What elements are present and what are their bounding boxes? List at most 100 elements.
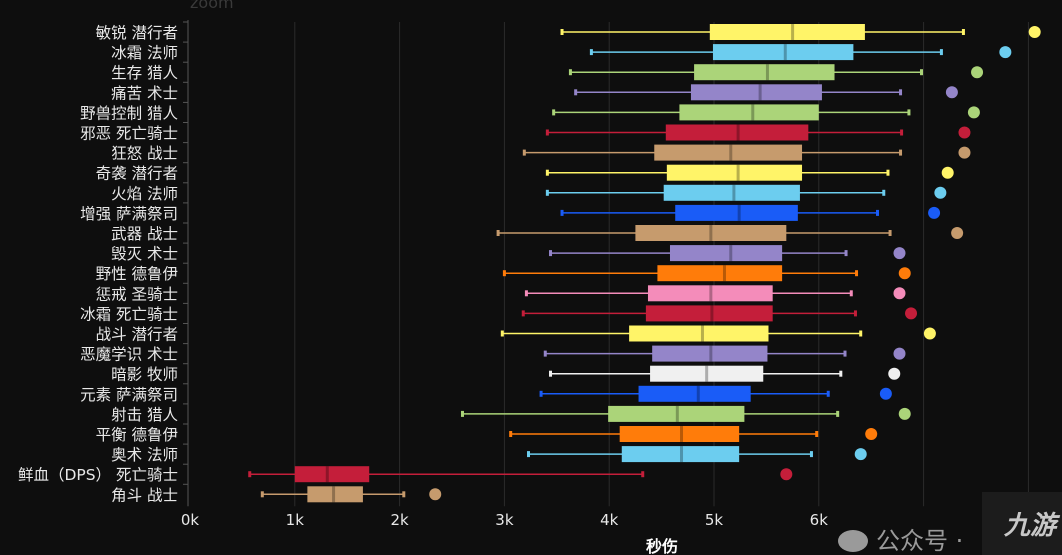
box-iqr — [621, 446, 740, 463]
whisker-min-cap — [545, 169, 549, 176]
box-iqr — [665, 124, 809, 141]
outlier-point — [951, 227, 964, 239]
whisker-min-cap — [460, 410, 464, 417]
box-7 — [545, 164, 954, 181]
box-iqr — [709, 24, 865, 40]
whisker-max-cap — [836, 410, 840, 417]
box-11 — [549, 245, 906, 262]
y-tick-label: 痛苦 术士 — [111, 84, 178, 102]
median-line — [680, 426, 684, 442]
whisker-min-cap — [568, 69, 572, 76]
whisker-max-cap — [844, 250, 848, 257]
y-tick-label: 邪恶 死亡骑士 — [80, 125, 178, 143]
whisker-min-cap — [509, 431, 513, 437]
outlier-point — [928, 206, 941, 219]
box-iqr — [654, 144, 803, 161]
whisker-max-cap — [849, 290, 853, 297]
x-tick-label: 2k — [390, 511, 409, 529]
median-line — [696, 385, 700, 402]
x-tick-label: 0k — [181, 511, 200, 529]
box-iqr — [669, 245, 783, 262]
whisker-min-cap — [539, 390, 543, 397]
y-tick-label: 敏锐 潜行者 — [96, 24, 178, 42]
y-tick-label: 武器 战士 — [111, 225, 178, 243]
x-tick-label: 1k — [286, 511, 305, 529]
median-line — [332, 486, 336, 503]
whisker-max-cap — [809, 451, 813, 458]
whisker-max-cap — [815, 431, 819, 437]
x-tick-label: 3k — [495, 511, 514, 529]
y-tick-label: 生存 猎人 — [111, 64, 178, 82]
median-line — [758, 84, 762, 101]
whisker-max-cap — [939, 49, 943, 56]
outlier-point — [905, 307, 918, 320]
y-tick-label: 增强 萨满祭司 — [80, 205, 178, 223]
box-iqr — [679, 104, 819, 121]
whisker-min-cap — [500, 330, 504, 337]
box-20 — [509, 426, 878, 442]
median-line — [709, 285, 713, 302]
y-tick-label: 暗影 牧师 — [111, 366, 178, 384]
box-8 — [545, 184, 947, 201]
box-iqr — [638, 385, 751, 402]
y-tick-label: 火焰 法师 — [111, 185, 178, 203]
outlier-point — [958, 126, 971, 139]
outlier-point — [999, 46, 1012, 59]
y-tick-label: 狂怒 战士 — [111, 145, 178, 163]
box-17 — [549, 365, 901, 382]
x-tick-label: 6k — [810, 511, 829, 529]
box-10 — [496, 225, 964, 241]
box-3 — [574, 84, 958, 101]
outlier-point — [945, 86, 958, 99]
outlier-point — [879, 387, 892, 400]
median-line — [765, 64, 769, 81]
y-tick-label: 战斗 潜行者 — [96, 326, 178, 344]
median-line — [736, 124, 740, 141]
whisker-max-cap — [843, 350, 847, 357]
outlier-point — [893, 247, 906, 260]
median-line — [737, 204, 741, 221]
jiuyou-logo: 九游 — [982, 492, 1062, 555]
whisker-min-cap — [545, 129, 549, 136]
whisker-max-cap — [961, 29, 965, 35]
whisker-max-cap — [899, 89, 903, 96]
outlier-point — [958, 146, 971, 159]
outlier-point — [941, 166, 954, 179]
median-line — [729, 245, 733, 262]
box-16 — [543, 345, 906, 362]
wechat-icon — [838, 530, 868, 552]
y-tick-label: 奥术 法师 — [111, 446, 178, 464]
box-iqr — [666, 164, 803, 181]
y-tick-label: 惩戒 圣骑士 — [96, 285, 178, 303]
median-line — [729, 144, 733, 161]
whisker-min-cap — [560, 209, 564, 216]
median-line — [722, 265, 726, 282]
chart-title: zoom — [190, 0, 234, 12]
median-line — [709, 345, 713, 362]
median-line — [783, 44, 787, 61]
whisker-min-cap — [248, 471, 252, 478]
box-22 — [248, 466, 793, 483]
outlier-point — [780, 468, 793, 481]
whisker-min-cap — [496, 230, 500, 236]
whisker-min-cap — [543, 350, 547, 357]
box-iqr — [712, 44, 854, 61]
whisker-max-cap — [875, 209, 879, 216]
box-23 — [260, 486, 442, 503]
whisker-min-cap — [522, 149, 526, 156]
box-15 — [500, 325, 936, 342]
y-tick-label: 野兽控制 猎人 — [80, 104, 178, 122]
whisker-max-cap — [402, 491, 406, 498]
whisker-max-cap — [907, 109, 911, 116]
box-iqr — [690, 84, 822, 101]
outlier-point — [429, 488, 442, 501]
outlier-point — [893, 347, 906, 360]
whisker-max-cap — [900, 129, 904, 136]
y-tick-label: 冰霜 法师 — [111, 44, 178, 62]
outlier-point — [865, 428, 878, 440]
x-tick-label: 4k — [600, 511, 619, 529]
whisker-min-cap — [260, 491, 264, 498]
whisker-min-cap — [549, 250, 553, 257]
box-iqr — [629, 325, 769, 342]
